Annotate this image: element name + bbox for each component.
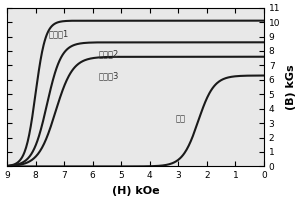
Text: 实施例3: 实施例3 <box>98 71 119 80</box>
Text: 实施例2: 实施例2 <box>98 50 118 59</box>
Y-axis label: (B) kGs: (B) kGs <box>286 64 296 110</box>
Text: 毛坏: 毛坏 <box>176 115 185 124</box>
Text: 实施例1: 实施例1 <box>48 30 69 39</box>
X-axis label: (H) kOe: (H) kOe <box>112 186 159 196</box>
